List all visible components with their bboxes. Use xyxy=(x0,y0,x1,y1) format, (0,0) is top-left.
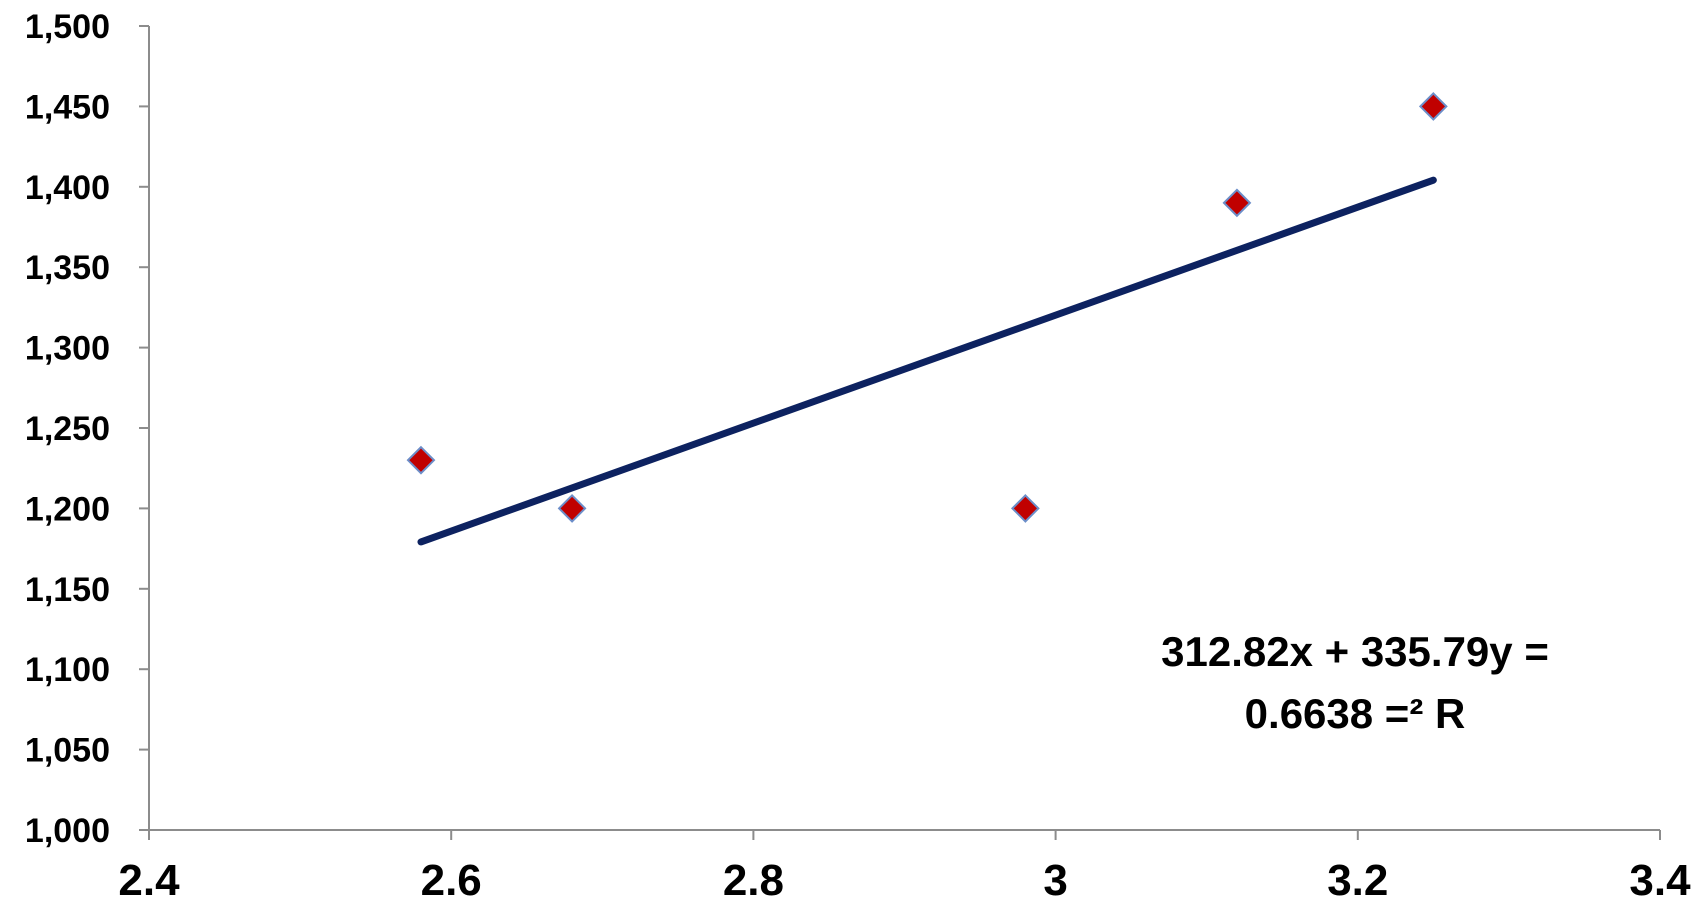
x-tick-label: 2.6 xyxy=(421,856,482,905)
data-point xyxy=(557,493,587,523)
data-point xyxy=(406,445,436,475)
y-tick-label: 1,100 xyxy=(25,651,110,689)
y-tick-label: 1,150 xyxy=(25,571,110,609)
equation-line-2: 0.6638 =² R xyxy=(1245,690,1466,737)
x-tick-label: 2.8 xyxy=(723,856,784,905)
data-points xyxy=(406,91,1448,523)
x-tick-label: 3.4 xyxy=(1629,856,1691,905)
y-tick-label: 1,200 xyxy=(25,490,110,528)
data-point xyxy=(1010,493,1040,523)
y-tick-label: 1,350 xyxy=(25,249,110,287)
trendline xyxy=(417,176,1437,546)
x-tick-label: 3 xyxy=(1043,856,1067,905)
x-tick-label: 2.4 xyxy=(118,856,180,905)
y-tick-label: 1,500 xyxy=(25,8,110,46)
y-tick-label: 1,300 xyxy=(25,330,110,368)
y-tick-label: 1,450 xyxy=(25,88,110,126)
y-tick-label: 1,400 xyxy=(25,169,110,207)
x-axis-ticks: 2.4 2.6 2.8 3 3.2 3.4 xyxy=(118,830,1691,905)
y-tick-label: 1,250 xyxy=(25,410,110,448)
data-point xyxy=(1418,91,1448,121)
y-axis-ticks: 1,000 1,050 1,100 1,150 1,200 1,250 1,300 1,350… xyxy=(25,8,149,850)
y-tick-label: 1,050 xyxy=(25,732,110,770)
data-point xyxy=(1222,188,1252,218)
y-tick-label: 1,000 xyxy=(25,812,110,850)
x-tick-label: 3.2 xyxy=(1327,856,1388,905)
equation-line-1: 312.82x + 335.79y = xyxy=(1161,628,1549,675)
